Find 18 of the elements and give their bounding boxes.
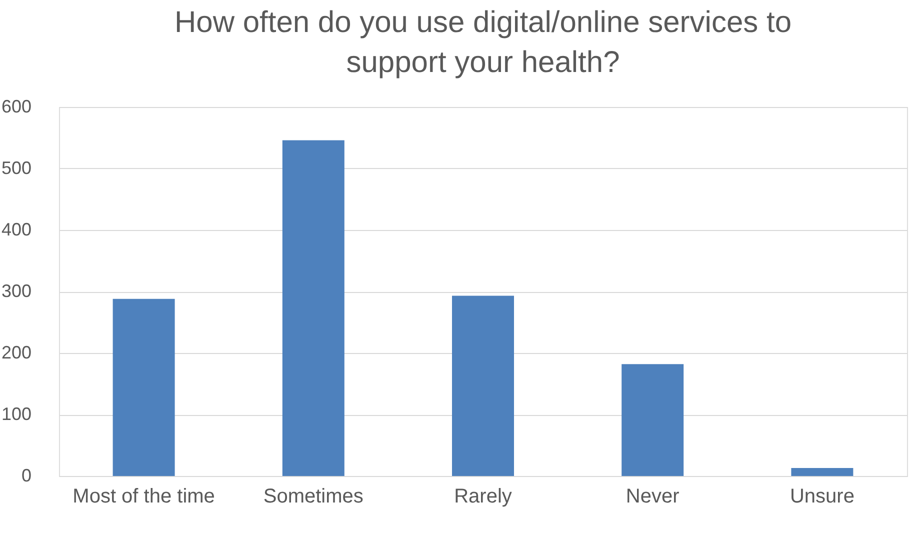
- bar: [791, 468, 854, 476]
- x-tick-label: Sometimes: [263, 486, 364, 508]
- y-tick-label: 600: [1, 96, 32, 116]
- y-tick-label: 200: [1, 342, 32, 362]
- y-tick-label: 100: [1, 404, 32, 424]
- y-tick-label: 0: [21, 466, 32, 486]
- y-tick-label: 500: [1, 158, 32, 178]
- x-tick-label: Rarely: [454, 486, 512, 508]
- x-tick-label: Never: [626, 486, 680, 508]
- x-tick-label: Most of the time: [72, 486, 215, 508]
- y-tick-label: 400: [1, 220, 32, 240]
- bar: [112, 298, 175, 476]
- bar: [282, 140, 344, 476]
- x-tick-label: Unsure: [790, 486, 854, 508]
- y-tick-label: 300: [1, 281, 32, 301]
- chart-title: How often do you use digital/online services to support your health?: [174, 6, 792, 79]
- bar: [452, 296, 514, 476]
- bar: [622, 364, 684, 476]
